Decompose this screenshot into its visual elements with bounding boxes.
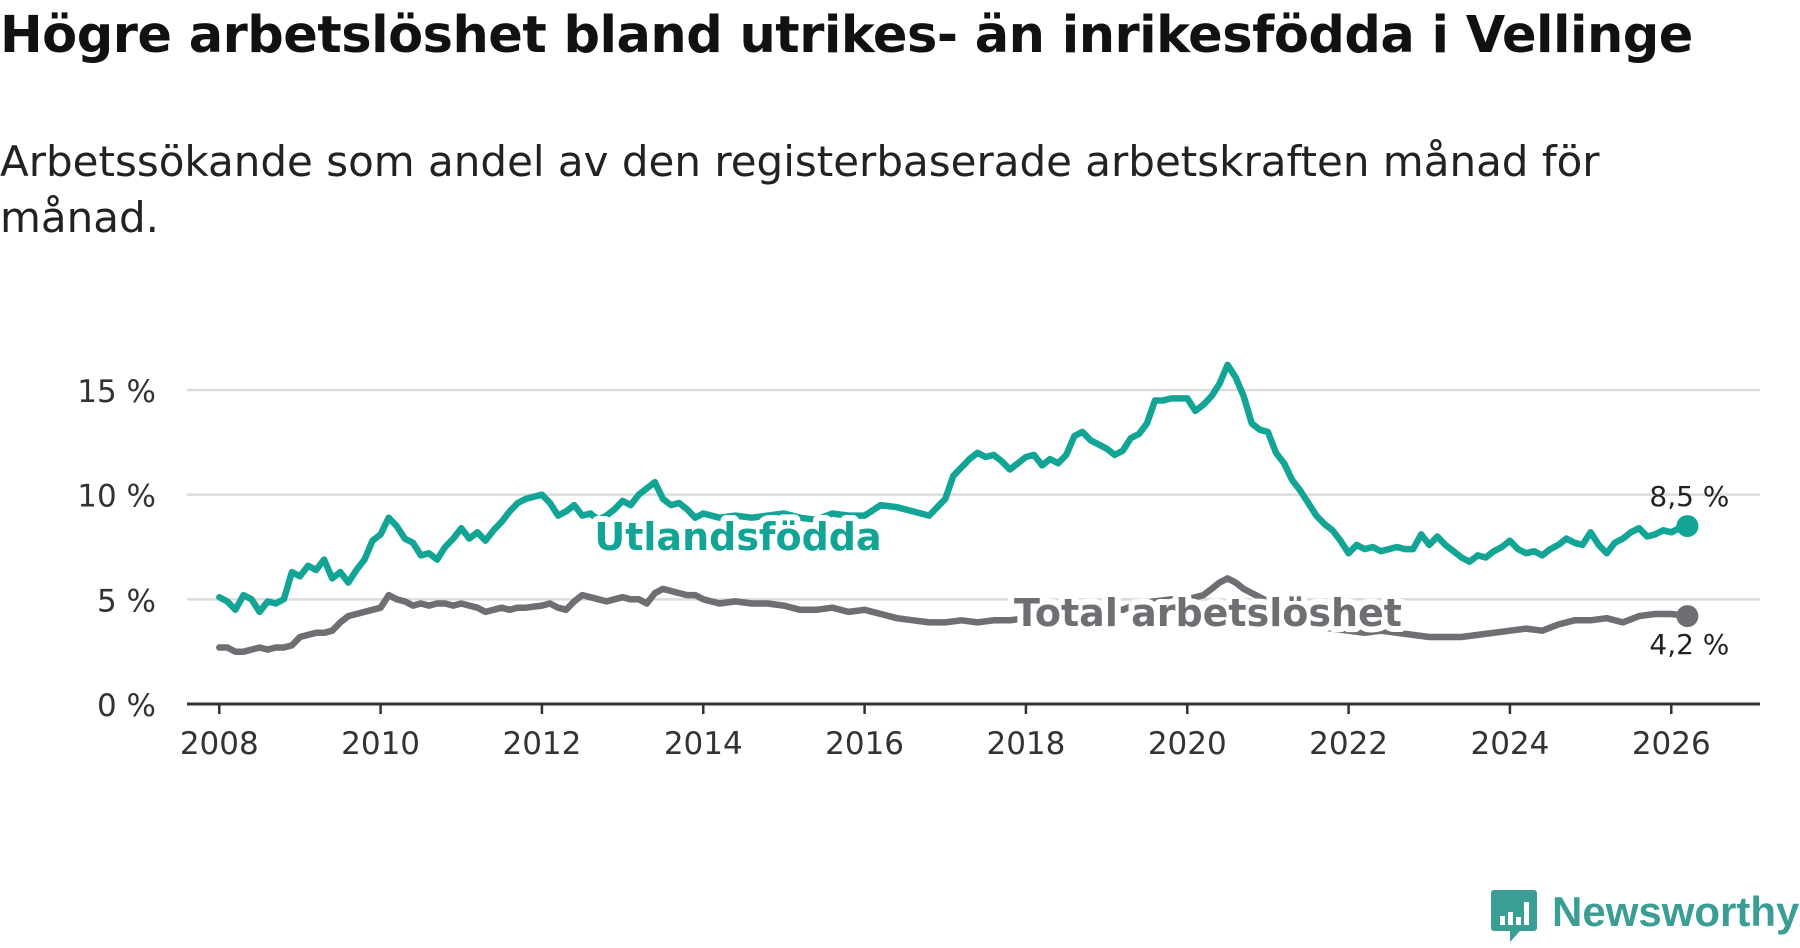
- series-label-utlandsfodda: Utlandsfödda: [594, 515, 881, 559]
- y-tick-label: 0 %: [97, 688, 156, 724]
- series-line-total: [216, 575, 1691, 655]
- y-tick-label: 15 %: [77, 374, 156, 410]
- y-tick-label: 10 %: [77, 479, 156, 515]
- x-axis: 2008 2010 2012 2014 2016 2018 2020 2022 2024 2026: [180, 702, 1760, 762]
- series-line-utlandsfodda: [216, 361, 1691, 616]
- x-tick-label: 2020: [1148, 726, 1227, 762]
- x-tick-label: 2008: [180, 726, 259, 762]
- x-tick-label: 2026: [1632, 726, 1711, 762]
- gridlines: [187, 388, 1760, 601]
- series-end-point: [1676, 605, 1699, 628]
- x-tick-label: 2016: [825, 726, 904, 762]
- series-label-total: Total arbetslöshet: [1014, 591, 1402, 635]
- x-tick-label: 2010: [341, 726, 420, 762]
- brand-name: Newsworthy: [1552, 888, 1800, 935]
- x-tick-label: 2022: [1309, 726, 1388, 762]
- series-end-label: 8,5 %: [1649, 480, 1729, 513]
- x-tick-label: 2014: [664, 726, 743, 762]
- chart-subtitle: Arbetssökande som andel av den registerb…: [0, 137, 1600, 242]
- series-end-point: [1676, 515, 1699, 538]
- newsworthy-logo[interactable]: Newsworthy: [1490, 888, 1799, 948]
- series-labels: 8,5 % 4,2 % Utlandsfödda Total arbetslöshet: [588, 480, 1729, 661]
- y-axis-ticks: 0 % 5 % 10 % 15 %: [77, 374, 156, 724]
- x-tick-label: 2012: [502, 726, 581, 762]
- series-end-label: 4,2 %: [1649, 628, 1729, 661]
- x-tick-label: 2018: [986, 726, 1065, 762]
- x-tick-label: 2024: [1470, 726, 1549, 762]
- newsworthy-chart-icon: [1491, 890, 1537, 942]
- series-lines: [216, 361, 1699, 655]
- y-tick-label: 5 %: [97, 583, 156, 619]
- chart-title: Högre arbetslöshet bland utrikes- än inr…: [0, 6, 1693, 65]
